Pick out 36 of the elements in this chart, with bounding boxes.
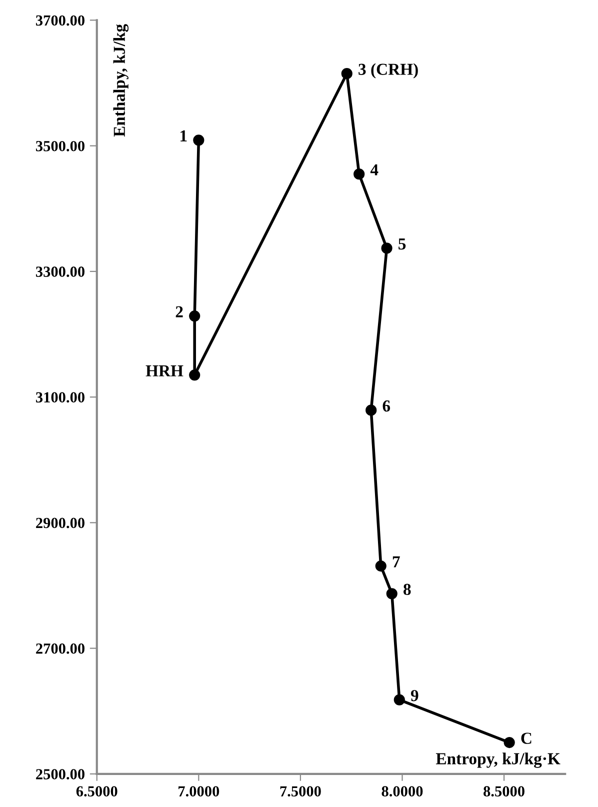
point <box>354 168 365 180</box>
y-tick-label: 3700.00 <box>36 15 84 26</box>
y-tick-label: 2700.00 <box>36 643 84 654</box>
point <box>381 242 392 254</box>
point <box>189 370 200 381</box>
annotation: 3 (CRH) <box>358 63 418 78</box>
y-tick-label: 3300.00 <box>36 266 84 277</box>
annotation: 7 <box>392 556 400 568</box>
point <box>366 404 377 416</box>
y-axis-title: Enthalpy, kJ/kg <box>113 24 129 137</box>
annotation: 2 <box>176 306 183 318</box>
point <box>375 560 386 572</box>
point <box>394 694 405 706</box>
annotation: C <box>521 732 532 744</box>
x-tick-label: 7.0000 <box>178 786 220 797</box>
point <box>341 68 352 80</box>
x-tick-label: 6.5000 <box>76 786 118 797</box>
point <box>504 736 515 748</box>
y-tick-label: 3100.00 <box>36 392 84 403</box>
annotation: 5 <box>398 238 406 250</box>
x-axis-title: Entropy, kJ/kg·K <box>436 752 560 768</box>
point <box>386 588 398 600</box>
annotation: HRH <box>146 365 184 376</box>
point <box>193 134 204 146</box>
y-tick-label: 3500.00 <box>36 140 84 152</box>
x-tick-label: 8.0000 <box>382 786 423 797</box>
y-tick-label: 2900.00 <box>36 518 84 528</box>
annotation: 8 <box>404 584 411 596</box>
annotation: 6 <box>382 400 390 412</box>
annotation: 4 <box>370 164 378 176</box>
y-tick-label: 2500.00 <box>36 769 84 780</box>
annotation: 1 <box>180 130 187 142</box>
point <box>189 310 200 322</box>
x-tick-label: 7.5000 <box>280 786 321 797</box>
annotation: 9 <box>410 690 418 702</box>
x-tick-label: 8.5000 <box>484 786 524 797</box>
